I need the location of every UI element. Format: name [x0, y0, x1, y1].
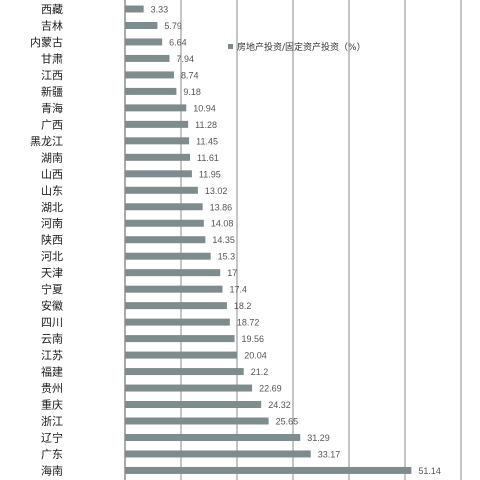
bar-湖北 [125, 203, 203, 211]
value-label: 24.32 [268, 400, 291, 410]
bar-海南 [125, 466, 412, 474]
value-label: 7.94 [176, 54, 194, 64]
bar-广西 [125, 120, 189, 128]
value-label: 18.2 [234, 301, 252, 311]
category-label: 甘肃 [41, 52, 63, 65]
bar-重庆 [125, 401, 262, 409]
value-label: 11.95 [199, 169, 221, 179]
category-label: 辽宁 [41, 430, 63, 444]
value-label: 17 [227, 268, 237, 278]
value-label: 33.17 [318, 449, 341, 459]
bar-青海 [125, 104, 187, 112]
category-label: 河北 [41, 250, 63, 263]
bar-云南 [125, 335, 235, 343]
bar-江苏 [125, 351, 238, 359]
bar-甘肃 [125, 54, 170, 62]
category-label: 天津 [41, 267, 63, 280]
value-label: 6.64 [169, 37, 187, 47]
bar-吉林 [125, 21, 158, 29]
bar-宁夏 [125, 285, 223, 293]
category-label: 黑龙江 [30, 135, 63, 148]
category-label: 广西 [41, 118, 63, 131]
category-label: 内蒙古 [30, 35, 63, 49]
category-label: 江西 [41, 69, 63, 82]
legend-swatch [228, 44, 233, 49]
value-label: 9.18 [183, 87, 201, 97]
bar-河南 [125, 219, 204, 227]
category-label: 江苏 [41, 349, 63, 362]
value-label: 5.79 [164, 21, 182, 31]
category-label: 福建 [41, 365, 63, 379]
value-label: 19.56 [242, 334, 265, 344]
category-label: 云南 [41, 333, 63, 346]
value-label: 51.14 [418, 466, 441, 476]
value-label: 11.61 [197, 153, 219, 163]
bar-湖南 [125, 153, 191, 161]
legend-label: 房地产投资/固定资产投资（%） [237, 41, 366, 53]
category-label: 吉林 [41, 18, 63, 32]
category-label: 贵州 [41, 382, 63, 395]
bars [125, 5, 412, 474]
category-label: 山东 [41, 184, 63, 197]
bar-新疆 [125, 87, 177, 95]
bar-西藏 [125, 5, 144, 13]
bar-山西 [125, 170, 192, 178]
gridlines [124, 0, 462, 480]
value-label: 15.3 [218, 252, 236, 262]
category-label: 海南 [41, 463, 63, 477]
category-label: 广东 [41, 448, 63, 461]
bar-黑龙江 [125, 137, 190, 145]
bar-广东 [125, 450, 311, 458]
bar-福建 [125, 368, 244, 376]
value-label: 22.69 [259, 384, 282, 394]
value-label: 14.08 [211, 219, 234, 229]
category-label: 西藏 [41, 3, 63, 16]
category-label: 浙江 [41, 415, 63, 428]
value-label: 11.45 [196, 136, 218, 146]
category-label: 宁夏 [41, 282, 63, 296]
value-label: 31.29 [307, 433, 330, 443]
value-label: 11.28 [195, 120, 217, 130]
value-label: 3.33 [151, 5, 169, 15]
category-label: 河南 [41, 217, 63, 230]
bar-江西 [125, 71, 174, 79]
bar-辽宁 [125, 433, 301, 441]
bar-山东 [125, 186, 198, 194]
category-label: 安徽 [41, 299, 63, 313]
value-label: 14.35 [212, 235, 235, 245]
category-label: 四川 [41, 316, 63, 329]
bar-陕西 [125, 236, 206, 244]
category-labels: 西藏吉林内蒙古甘肃江西新疆青海广西黑龙江湖南山西山东湖北河南陕西河北天津宁夏安徽… [30, 3, 63, 480]
value-label: 20.04 [244, 351, 267, 361]
bar-安徽 [125, 302, 227, 310]
value-label: 13.86 [210, 202, 233, 212]
bar-内蒙古 [125, 38, 163, 46]
category-label: 陕西 [41, 233, 63, 247]
legend: 房地产投资/固定资产投资（%） [228, 41, 366, 53]
value-label: 17.4 [229, 285, 247, 295]
value-label: 21.2 [251, 367, 269, 377]
category-label: 山西 [41, 168, 63, 181]
category-label: 青海 [41, 101, 63, 115]
bar-浙江 [125, 417, 269, 425]
value-label: 13.02 [205, 186, 228, 196]
value-label: 10.94 [193, 103, 216, 113]
value-label: 25.65 [276, 417, 299, 427]
value-label: 18.72 [237, 318, 260, 328]
bar-四川 [125, 318, 230, 326]
bar-河北 [125, 252, 211, 260]
category-label: 新疆 [41, 84, 63, 98]
value-labels: 3.33 5.79 6.64 7.94 8.74 9.18 10.94 11.28 11.45 1… [151, 5, 441, 476]
bar-天津 [125, 269, 221, 277]
category-label: 重庆 [41, 398, 63, 412]
value-label: 8.74 [181, 70, 199, 80]
category-label: 湖北 [41, 201, 63, 214]
bar-贵州 [125, 384, 253, 392]
category-label: 湖南 [41, 151, 63, 164]
